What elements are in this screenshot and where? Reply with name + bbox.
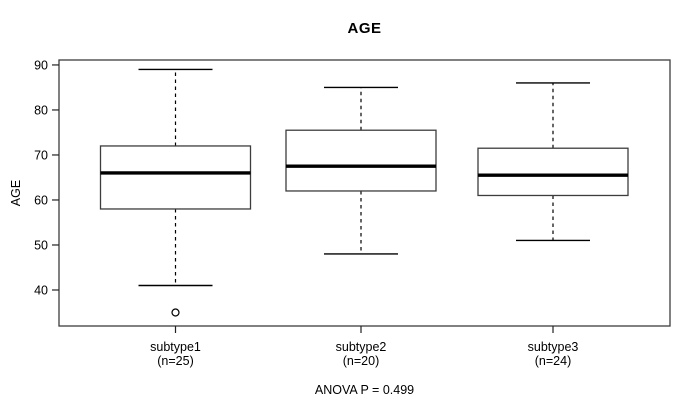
chart-title: AGE <box>347 20 382 37</box>
y-tick-label: 80 <box>34 103 48 117</box>
iqr-box <box>285 129 437 192</box>
group-label: subtype2 <box>336 340 387 354</box>
y-tick-label: 60 <box>34 193 48 207</box>
y-tick-label: 40 <box>34 283 48 297</box>
iqr-box <box>477 147 629 197</box>
anova-annotation: ANOVA P = 0.499 <box>314 383 415 397</box>
outlier-point <box>171 308 180 317</box>
y-tick-label: 70 <box>34 148 48 162</box>
group-label: subtype1 <box>150 340 201 354</box>
group-sublabel: (n=24) <box>535 354 571 368</box>
group-label: subtype3 <box>528 340 579 354</box>
y-tick-label: 50 <box>34 238 48 252</box>
group-sublabel: (n=25) <box>157 354 193 368</box>
group-sublabel: (n=20) <box>343 354 379 368</box>
plot-frame <box>58 59 671 327</box>
y-tick-label: 90 <box>34 58 48 72</box>
iqr-box <box>99 145 252 210</box>
